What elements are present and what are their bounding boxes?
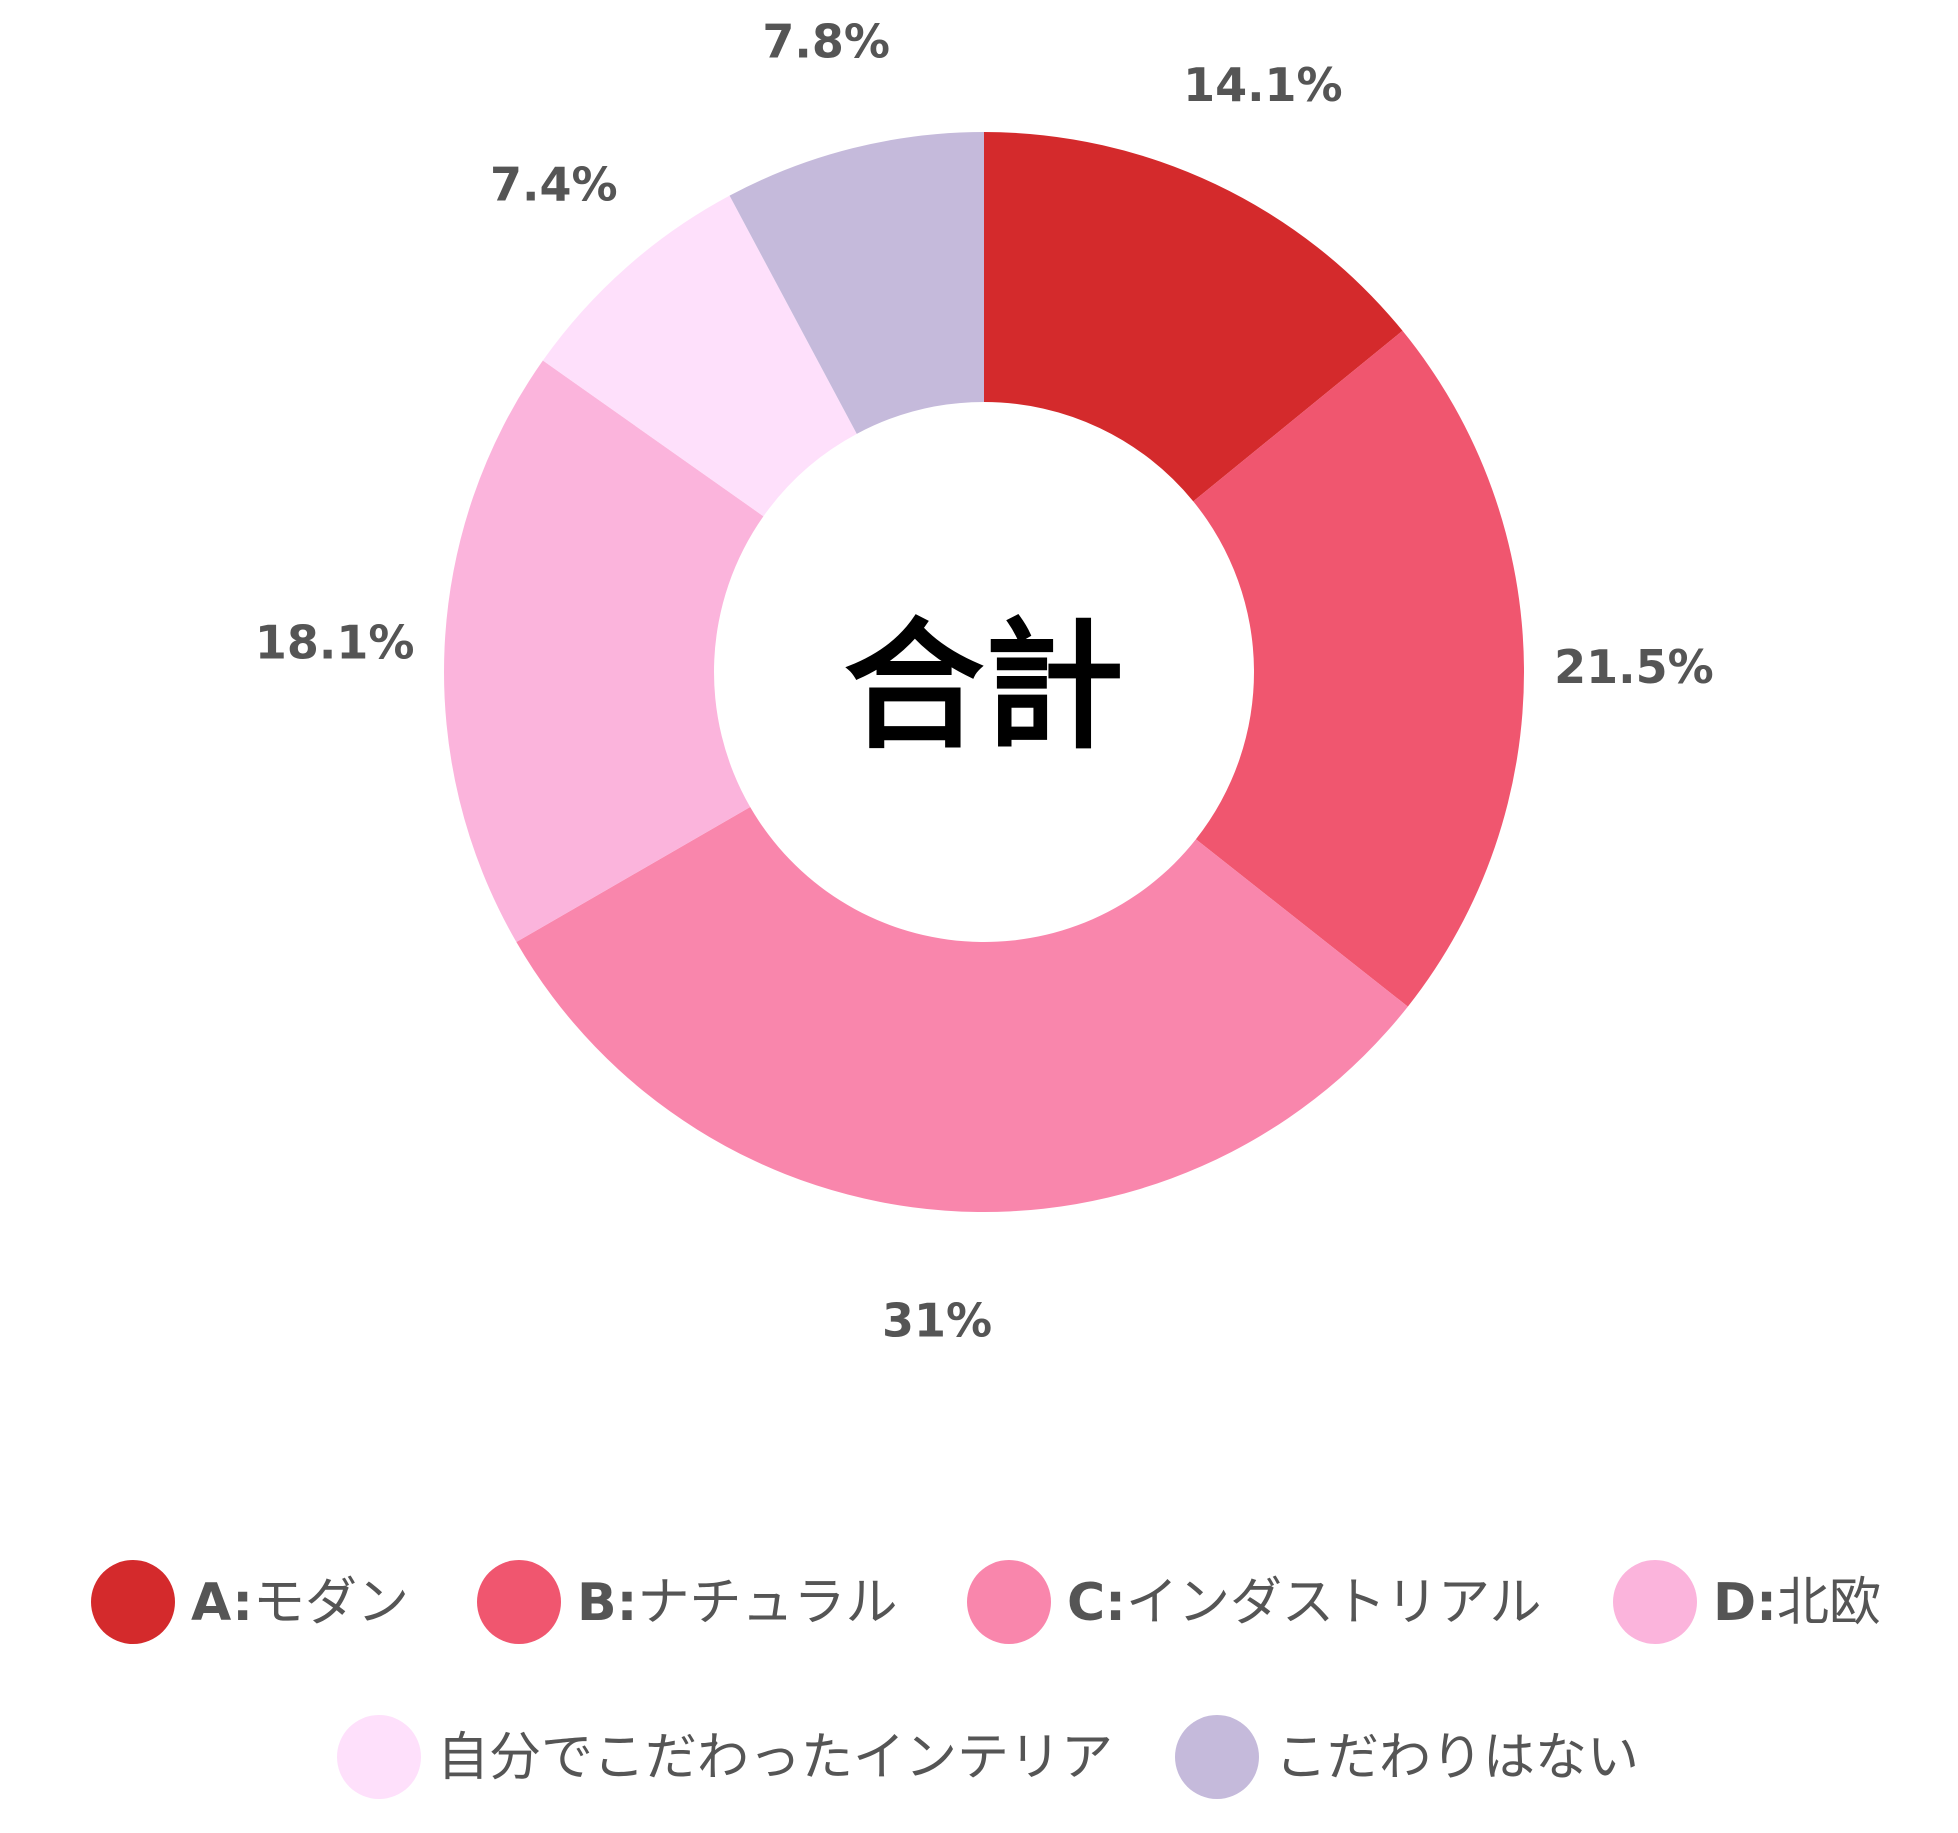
legend-item: こだわりはない — [1175, 1715, 1639, 1799]
legend-swatch — [477, 1560, 561, 1644]
slice-2 — [1193, 330, 1525, 1007]
legend-label: A:モダン — [191, 1573, 409, 1633]
legend-swatch — [1613, 1560, 1697, 1644]
legend-item: A:モダン — [91, 1560, 409, 1644]
slice-value-label: 31% — [882, 1293, 992, 1347]
slice-5 — [542, 195, 857, 517]
legend-label: C:インダストリアル — [1067, 1573, 1541, 1633]
slice-value-label: 21.5% — [1554, 640, 1714, 694]
legend-swatch — [967, 1560, 1051, 1644]
legend-item: C:インダストリアル — [967, 1560, 1541, 1644]
slice-4 — [444, 360, 764, 942]
legend-item: 自分でこだわったインテリア — [337, 1715, 1113, 1799]
slice-value-label: 7.4% — [490, 158, 618, 212]
legend-swatch — [91, 1560, 175, 1644]
legend-label: B:ナチュラル — [577, 1573, 897, 1633]
center-label: 合計 — [844, 606, 1124, 769]
legend-label: 自分でこだわったインテリア — [437, 1728, 1113, 1788]
slice-value-label: 14.1% — [1183, 58, 1343, 112]
slice-3 — [516, 807, 1408, 1212]
slice-value-label: 7.8% — [762, 14, 890, 68]
slice-6 — [729, 132, 984, 434]
legend-swatch — [1175, 1715, 1259, 1799]
legend-swatch — [337, 1715, 421, 1799]
slice-1 — [984, 132, 1403, 502]
legend-label: こだわりはない — [1275, 1728, 1639, 1788]
legend-label: D:北欧 — [1713, 1573, 1881, 1633]
legend-item: D:北欧 — [1613, 1560, 1881, 1644]
slice-value-label: 18.1% — [255, 615, 415, 669]
legend-item: B:ナチュラル — [477, 1560, 897, 1644]
